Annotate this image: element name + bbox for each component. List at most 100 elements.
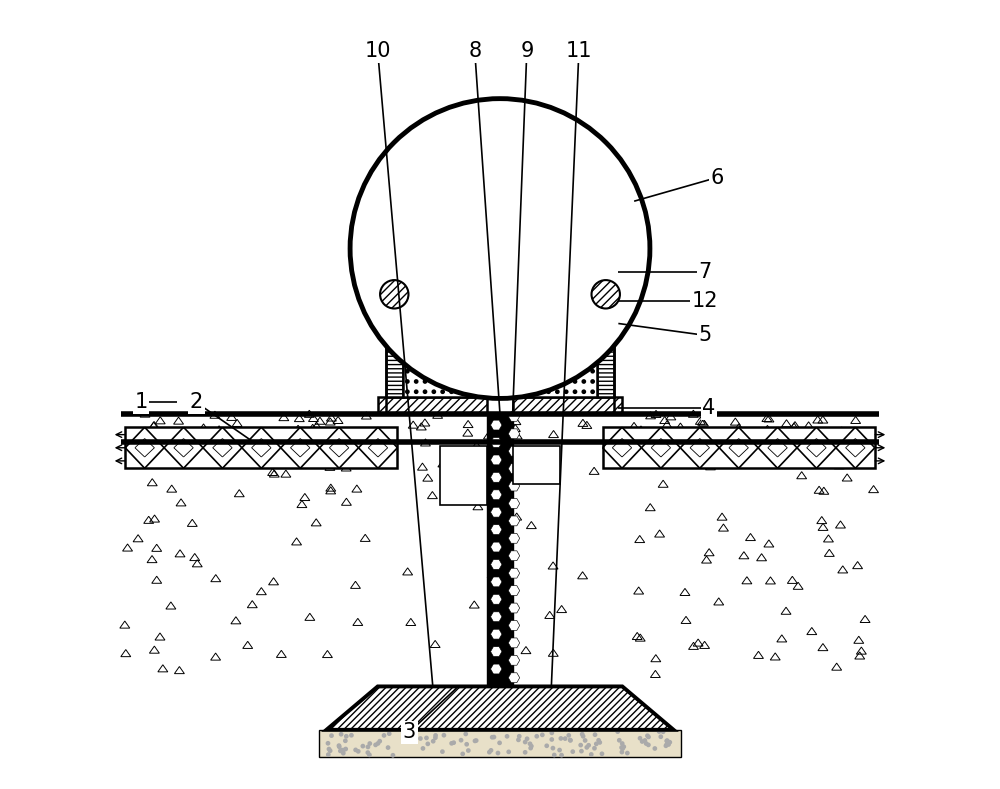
Circle shape	[350, 99, 650, 398]
Circle shape	[484, 338, 489, 343]
Circle shape	[666, 742, 671, 747]
Circle shape	[564, 358, 569, 364]
Polygon shape	[508, 656, 520, 665]
Circle shape	[511, 369, 516, 374]
Circle shape	[337, 743, 341, 748]
Polygon shape	[508, 481, 520, 491]
Circle shape	[559, 753, 564, 757]
Circle shape	[520, 349, 524, 353]
Circle shape	[423, 380, 427, 384]
Text: 12: 12	[692, 291, 718, 312]
Circle shape	[440, 338, 445, 343]
Circle shape	[625, 750, 630, 755]
Circle shape	[493, 390, 498, 394]
Circle shape	[664, 743, 668, 748]
Circle shape	[484, 390, 489, 394]
Circle shape	[458, 328, 463, 333]
Circle shape	[520, 338, 524, 343]
Circle shape	[431, 317, 436, 322]
Text: 6: 6	[710, 167, 724, 188]
Circle shape	[414, 307, 419, 312]
Circle shape	[440, 380, 445, 384]
Circle shape	[546, 380, 551, 384]
Circle shape	[484, 297, 489, 301]
Circle shape	[555, 338, 560, 343]
Circle shape	[563, 736, 568, 741]
Circle shape	[573, 307, 577, 312]
Circle shape	[594, 742, 599, 746]
Text: 3: 3	[403, 722, 416, 742]
Circle shape	[431, 307, 436, 312]
Circle shape	[557, 748, 562, 753]
Circle shape	[382, 733, 386, 738]
Circle shape	[343, 746, 348, 751]
Circle shape	[467, 390, 471, 394]
Circle shape	[440, 328, 445, 333]
Circle shape	[493, 369, 498, 374]
Circle shape	[592, 280, 620, 308]
Circle shape	[502, 307, 507, 312]
Circle shape	[414, 297, 419, 301]
Circle shape	[502, 358, 507, 364]
Circle shape	[558, 736, 563, 741]
Circle shape	[640, 739, 645, 744]
Circle shape	[405, 349, 410, 353]
Circle shape	[590, 307, 595, 312]
Circle shape	[658, 735, 663, 739]
Circle shape	[537, 328, 542, 333]
Circle shape	[502, 338, 507, 343]
Circle shape	[414, 317, 419, 322]
Circle shape	[511, 297, 516, 301]
Text: 4: 4	[702, 398, 716, 418]
Circle shape	[520, 328, 524, 333]
Circle shape	[360, 744, 365, 749]
Circle shape	[511, 307, 516, 312]
Circle shape	[474, 739, 479, 743]
Circle shape	[568, 738, 573, 742]
Circle shape	[546, 338, 551, 343]
Circle shape	[555, 297, 560, 301]
Circle shape	[440, 349, 445, 353]
Circle shape	[467, 297, 471, 301]
Circle shape	[511, 328, 516, 333]
Polygon shape	[508, 673, 520, 682]
Circle shape	[590, 369, 595, 374]
Circle shape	[414, 358, 419, 364]
Bar	[513, 397, 622, 414]
Circle shape	[573, 297, 577, 301]
Text: 8: 8	[468, 41, 481, 62]
Circle shape	[476, 338, 480, 343]
Circle shape	[529, 297, 533, 301]
Circle shape	[467, 328, 471, 333]
Circle shape	[564, 349, 569, 353]
Polygon shape	[508, 499, 520, 508]
Circle shape	[600, 751, 604, 756]
Circle shape	[581, 369, 586, 374]
Circle shape	[590, 349, 595, 353]
Circle shape	[506, 750, 511, 754]
Circle shape	[580, 732, 585, 737]
Circle shape	[405, 297, 410, 301]
Circle shape	[620, 746, 625, 751]
Circle shape	[652, 746, 657, 751]
Circle shape	[414, 349, 419, 353]
Circle shape	[423, 307, 427, 312]
Circle shape	[586, 743, 591, 748]
Circle shape	[537, 358, 542, 364]
Circle shape	[380, 280, 408, 308]
Circle shape	[473, 739, 477, 743]
Polygon shape	[508, 349, 520, 358]
Circle shape	[493, 358, 498, 364]
Circle shape	[476, 317, 480, 322]
Polygon shape	[508, 366, 520, 376]
Circle shape	[377, 739, 382, 743]
Circle shape	[476, 328, 480, 333]
Circle shape	[449, 390, 454, 394]
Circle shape	[549, 737, 554, 742]
Circle shape	[590, 317, 595, 322]
Circle shape	[449, 297, 454, 301]
Circle shape	[414, 390, 419, 394]
Polygon shape	[491, 664, 502, 674]
Circle shape	[581, 307, 586, 312]
Circle shape	[620, 750, 624, 754]
